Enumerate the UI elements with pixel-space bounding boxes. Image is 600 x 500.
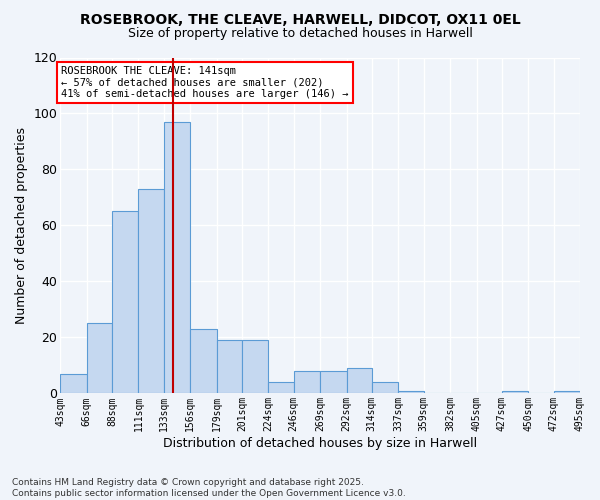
Bar xyxy=(190,329,217,394)
Bar xyxy=(372,382,398,394)
Bar xyxy=(320,371,347,394)
Bar xyxy=(164,122,190,394)
Y-axis label: Number of detached properties: Number of detached properties xyxy=(15,127,28,324)
Text: Contains HM Land Registry data © Crown copyright and database right 2025.
Contai: Contains HM Land Registry data © Crown c… xyxy=(12,478,406,498)
Bar xyxy=(60,374,86,394)
Bar xyxy=(139,189,164,394)
Bar xyxy=(86,324,112,394)
Bar xyxy=(242,340,268,394)
Bar xyxy=(112,212,139,394)
Bar xyxy=(293,371,320,394)
Text: ROSEBROOK, THE CLEAVE, HARWELL, DIDCOT, OX11 0EL: ROSEBROOK, THE CLEAVE, HARWELL, DIDCOT, … xyxy=(80,12,520,26)
Bar xyxy=(268,382,293,394)
Bar xyxy=(502,390,528,394)
Text: ROSEBROOK THE CLEAVE: 141sqm
← 57% of detached houses are smaller (202)
41% of s: ROSEBROOK THE CLEAVE: 141sqm ← 57% of de… xyxy=(61,66,349,99)
Bar xyxy=(398,390,424,394)
Bar xyxy=(554,390,580,394)
Bar xyxy=(217,340,242,394)
Text: Size of property relative to detached houses in Harwell: Size of property relative to detached ho… xyxy=(128,28,472,40)
Bar xyxy=(347,368,372,394)
X-axis label: Distribution of detached houses by size in Harwell: Distribution of detached houses by size … xyxy=(163,437,477,450)
